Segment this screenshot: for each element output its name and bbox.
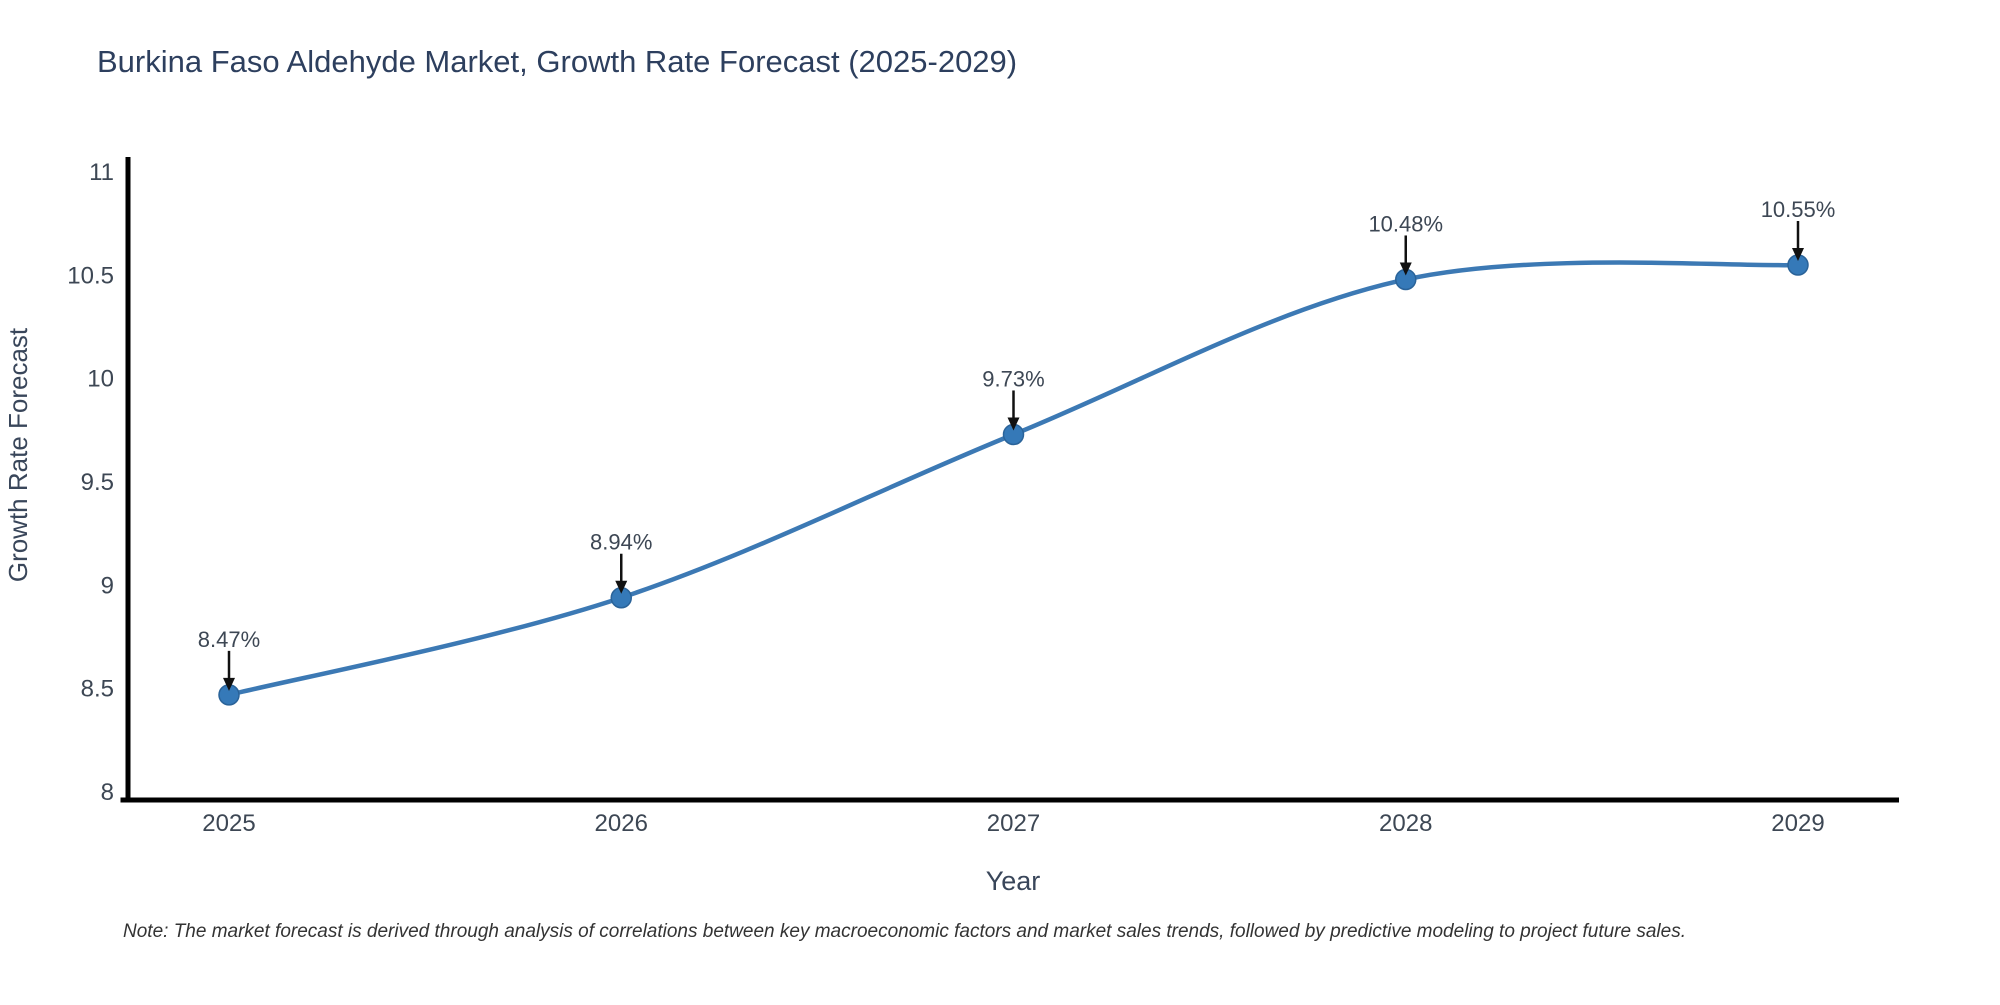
annotation-arrowhead-icon [1399,262,1412,276]
y-tick-label: 9 [101,572,114,599]
annotation-arrowhead-icon [223,677,235,691]
point-annotation-label: 8.47% [198,627,260,652]
y-tick-label: 8 [101,779,114,806]
point-annotation-label: 8.94% [590,530,652,555]
x-tick-label: 2025 [202,810,255,837]
y-axis-title: Growth Rate Forecast [3,327,33,582]
point-annotation-label: 10.55% [1761,197,1836,222]
annotation-arrowhead-icon [1007,417,1020,431]
point-annotation: 9.73% [982,366,1045,431]
point-annotation: 8.94% [590,530,652,594]
x-tick-label: 2027 [987,810,1040,837]
footnote: Note: The market forecast is derived thr… [123,921,1686,942]
x-tick-label: 2028 [1379,810,1432,837]
point-annotation-label: 10.48% [1368,211,1443,236]
point-annotations: 8.47% 8.94% 9.73% 10.48% 10.55% [198,197,1836,691]
line-series [226,260,1801,698]
y-tick-label: 11 [89,159,114,186]
y-tick-label: 9.5 [81,469,114,496]
x-axis-tick-labels: 2025 2026 2027 2028 2029 [202,810,1824,837]
point-annotation: 10.48% [1368,211,1443,276]
x-tick-label: 2026 [595,810,648,837]
point-annotation: 8.47% [198,627,260,691]
y-axis-tick-labels: 8 8.5 9 9.5 10 10.5 11 [67,159,114,806]
data-point-markers [218,254,1809,706]
chart-title: Burkina Faso Aldehyde Market, Growth Rat… [97,44,1017,79]
point-annotation-label: 9.73% [982,366,1044,391]
x-axis-title: Year [986,866,1041,896]
y-tick-label: 10 [87,366,114,393]
y-tick-label: 8.5 [81,676,114,703]
x-tick-label: 2029 [1771,810,1824,837]
y-tick-label: 10.5 [67,262,114,289]
annotation-arrowhead-icon [1792,247,1804,261]
point-annotation: 10.55% [1761,197,1836,261]
annotation-arrowhead-icon [615,580,628,594]
